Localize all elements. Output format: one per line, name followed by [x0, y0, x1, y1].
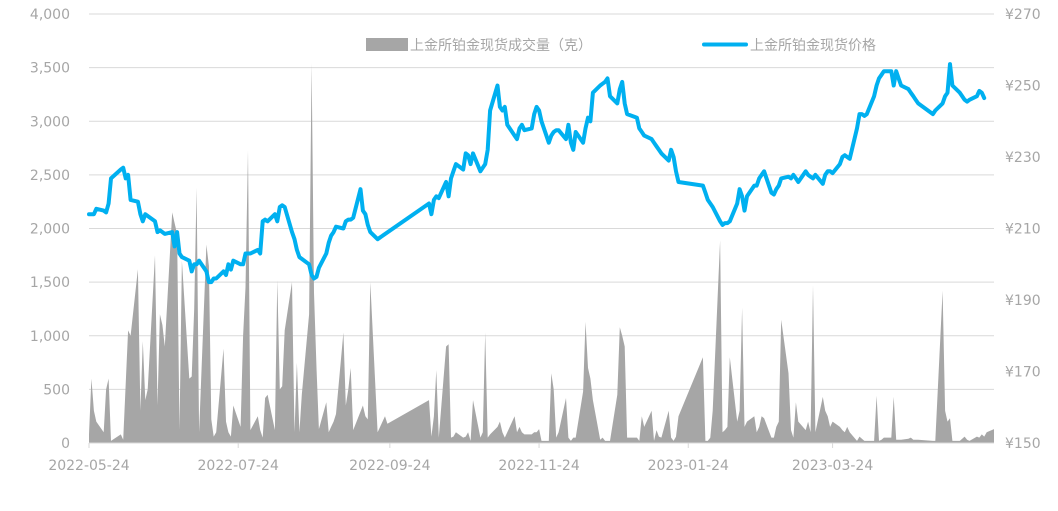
y-left-tick-label: 4,000: [30, 7, 70, 23]
y-right-tick-label: ¥230: [1005, 150, 1041, 166]
gridlines: [89, 13, 994, 390]
x-tick-label: 2022-07-24: [198, 458, 279, 474]
legend: 上金所铂金现货成交量（克） 上金所铂金现货价格: [366, 37, 876, 54]
y-left-tick-label: 3,500: [30, 61, 70, 77]
x-tick-label: 2023-01-24: [648, 458, 729, 474]
x-tick-label: 2022-11-24: [498, 458, 579, 474]
legend-label-price: 上金所铂金现货价格: [750, 37, 876, 54]
y-left-tick-label: 1,500: [30, 275, 70, 291]
y-right-tick-label: ¥270: [1005, 7, 1041, 23]
y-right-tick-label: ¥250: [1005, 79, 1041, 95]
y-right-tick-label: ¥210: [1005, 222, 1041, 238]
x-tick-label: 2023-03-24: [792, 458, 873, 474]
y-right-tick-label: ¥150: [1005, 436, 1041, 452]
y-left-tick-label: 2,500: [30, 168, 70, 184]
x-tick-label: 2022-05-24: [48, 458, 129, 474]
legend-swatch-volume: [366, 38, 408, 51]
y-left-tick-label: 0: [61, 436, 70, 452]
y-left-tick-label: 1,000: [30, 329, 70, 345]
y-right-tick-label: ¥190: [1005, 293, 1041, 309]
price-line-layer: [87, 62, 987, 285]
y-left-tick-label: 500: [43, 382, 70, 398]
x-tick-label: 2022-09-24: [349, 458, 430, 474]
axes: 0 500 1,000 1,500 2,000 2,500 3,000 3,500 4,000 ¥…: [30, 7, 1041, 474]
price-line: [87, 62, 987, 285]
volume-area: [89, 63, 994, 444]
legend-label-volume: 上金所铂金现货成交量（克）: [410, 37, 592, 54]
y-left-tick-label: 2,000: [30, 222, 70, 238]
y-left-tick-label: 3,000: [30, 114, 70, 130]
volume-area-layer: [89, 63, 994, 444]
y-right-tick-label: ¥170: [1005, 365, 1041, 381]
